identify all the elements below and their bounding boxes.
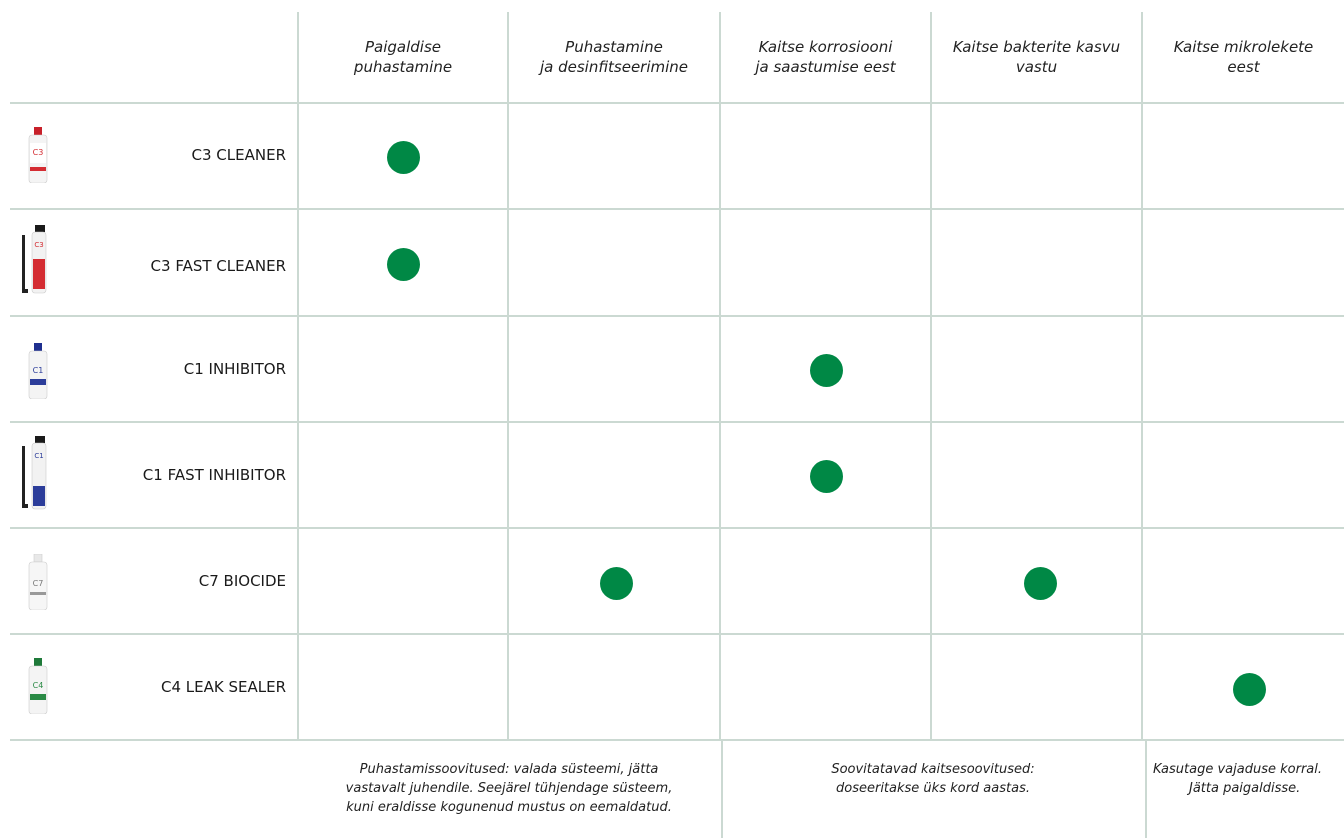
grid-line [10,739,1344,741]
footer-divider [721,741,723,838]
check-dot [387,141,420,174]
svg-text:C7: C7 [33,579,44,588]
check-dot [810,460,843,493]
grey-bottle-icon: C7 [28,554,48,610]
footer-divider [1145,741,1147,838]
svg-text:C1: C1 [33,366,44,375]
footnote-protection: Soovitatavad kaitsesoovitused: doseerita… [831,762,1035,796]
column-header: Kaitse korrosiooni ja saastumise eest [755,38,896,76]
column-header: Kaitse mikrolekete eest [1173,38,1314,76]
check-dot [1024,567,1057,600]
grid-line [10,102,1344,104]
column-header: Puhastamine ja desinfitseerimine [539,38,689,76]
grid-line [719,12,721,739]
blue-spray-can-icon: C1 [22,436,47,510]
check-dot [600,567,633,600]
column-header: Kaitse bakterite kasvu vastu [952,38,1121,76]
blue-bottle-icon: C1 [28,343,48,399]
grid-line [10,421,1344,423]
footnote-cleaning: Puhastamissoovitused: valada süsteemi, j… [345,762,673,815]
product-name: C4 LEAK SEALER [160,678,286,696]
grid-line [10,633,1344,635]
svg-text:C3: C3 [34,241,43,249]
grid-line [10,208,1344,210]
svg-text:C3: C3 [33,148,44,157]
red-spray-can-icon: C3 [22,225,47,294]
column-header: Paigaldise puhastamine [353,38,453,76]
check-dot [1233,673,1266,706]
grid-line [930,12,932,739]
product-name: C1 INHIBITOR [183,360,286,378]
grid-line [10,527,1344,529]
product-name: C3 FAST CLEANER [150,257,286,275]
product-name: C7 BIOCIDE [198,572,286,590]
product-name: C3 CLEANER [191,146,286,164]
product-name: C1 FAST INHIBITOR [142,466,286,484]
check-dot [810,354,843,387]
green-bottle-icon: C4 [28,658,48,714]
grid-line [297,12,299,739]
red-bottle-icon: C3 [28,127,48,183]
grid-line [1141,12,1143,739]
check-dot [387,248,420,281]
grid-line [507,12,509,739]
svg-text:C4: C4 [33,681,44,690]
grid-line [10,315,1344,317]
footnote-sealer: Kasutage vajaduse korral. Jätta paigaldi… [1153,762,1322,796]
svg-text:C1: C1 [34,452,43,460]
